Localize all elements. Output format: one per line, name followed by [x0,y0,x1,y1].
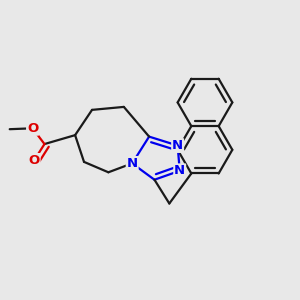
Text: N: N [174,164,185,177]
Text: O: O [27,122,38,135]
Text: N: N [172,139,183,152]
Text: O: O [28,154,40,167]
Text: N: N [127,157,138,170]
